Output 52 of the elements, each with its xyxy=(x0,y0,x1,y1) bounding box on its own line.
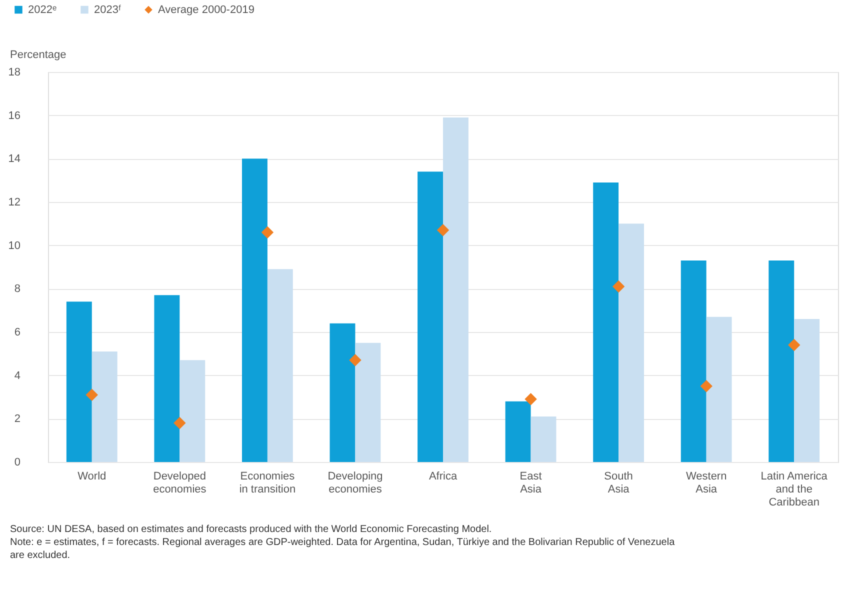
point xyxy=(700,380,712,392)
y-tick-label: 16 xyxy=(8,110,20,122)
point xyxy=(349,354,362,366)
bar xyxy=(443,118,468,462)
bar xyxy=(330,323,356,462)
y-tick-label: 14 xyxy=(8,153,20,166)
point xyxy=(612,280,625,293)
bar xyxy=(92,352,118,462)
y-axis-title: Percentage xyxy=(10,49,66,61)
point xyxy=(174,416,186,430)
text: Note: e = estimates, f = forecasts. Regional averages are GDP-weighted. Data for Argentina, Sudan, Türkiye and the Bolivarian Republic of Venezuela are excluded. xyxy=(10,537,676,561)
x-tick-label: Africa xyxy=(428,470,458,482)
point xyxy=(436,224,450,236)
x-tick-label: Latin America and the Caribbean xyxy=(760,470,828,508)
bar xyxy=(530,416,556,462)
bar xyxy=(242,158,268,462)
x-tick-label: East Asia xyxy=(520,470,542,496)
x-tick-label: Western Asia xyxy=(686,470,727,496)
point xyxy=(261,226,274,238)
bar xyxy=(794,319,820,462)
legend-label: Average 2000-2019 xyxy=(158,4,254,16)
bar xyxy=(505,401,531,462)
point xyxy=(524,393,537,406)
bar xyxy=(768,260,794,462)
legend-label: 2023ᶠ xyxy=(94,4,122,16)
x-tick-label: Developed economies xyxy=(153,470,207,496)
y-tick-label: 8 xyxy=(14,283,20,296)
bar xyxy=(66,302,92,462)
bar xyxy=(180,360,206,462)
source-note: Source: UN DESA, based on estimates and forecasts produced with the World Economic Forecasting Model. xyxy=(10,524,492,535)
point xyxy=(788,338,800,352)
bar xyxy=(418,172,443,462)
y-tick-label: 18 xyxy=(8,66,20,78)
bar xyxy=(706,316,732,462)
legend-label: 2022ᵉ xyxy=(28,4,57,16)
y-tick-label: 10 xyxy=(8,240,20,252)
bar xyxy=(154,295,180,462)
x-tick-label: Economies in transition xyxy=(239,470,296,496)
bar xyxy=(680,260,706,462)
point xyxy=(86,388,98,401)
bar xyxy=(593,182,619,462)
y-tick-label: 12 xyxy=(8,196,20,208)
bar xyxy=(267,269,293,462)
bar xyxy=(618,224,644,462)
y-tick-label: 0 xyxy=(14,456,20,468)
x-tick-label: World xyxy=(78,470,106,482)
x-tick-label: South Asia xyxy=(604,470,633,496)
y-tick-label: 4 xyxy=(14,370,20,382)
x-tick-label: Developing economies xyxy=(328,470,383,496)
y-tick-label: 2 xyxy=(14,413,20,426)
bar xyxy=(355,342,381,462)
y-tick-label: 6 xyxy=(14,326,20,338)
